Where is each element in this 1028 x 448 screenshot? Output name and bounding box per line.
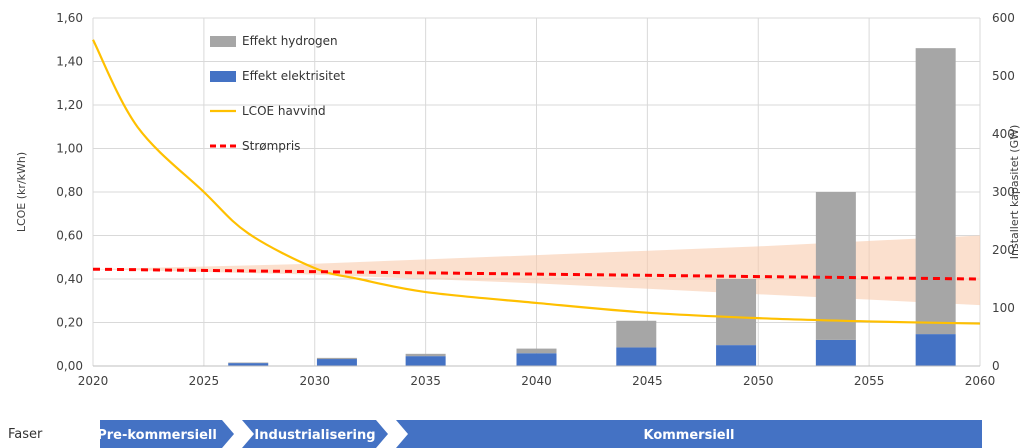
- y-tick-label: 1,20: [56, 98, 83, 112]
- bar-elektrisitet: [516, 353, 557, 366]
- bar-elektrisitet: [915, 334, 956, 366]
- axes: 0,00 0,20 0,40 0,60 0,80 1,00 1,20 1,40 1,60 0 100…: [15, 11, 1021, 388]
- y-axis-title: LCOE (kr/kWh): [15, 152, 28, 232]
- y2-tick-label: 600: [992, 11, 1015, 25]
- grid: [92, 17, 981, 367]
- y-tick-label: 0,20: [56, 316, 83, 330]
- y-tick-label: 0,80: [56, 185, 83, 199]
- phase-chevron: [396, 420, 982, 448]
- legend-label-lcoe: LCOE havvind: [242, 104, 326, 118]
- y-tick-label: 0,60: [56, 229, 83, 243]
- y-tick-label: 0,40: [56, 272, 83, 286]
- x-tick-label: 2040: [521, 374, 552, 388]
- x-tick-label: 2030: [299, 374, 330, 388]
- y2-tick-label: 300: [992, 185, 1015, 199]
- y2-tick-label: 0: [992, 359, 1000, 373]
- legend-label-hydrogen: Effekt hydrogen: [242, 34, 338, 48]
- strompris-band-area: [93, 235, 980, 306]
- y-tick-label: 1,60: [56, 11, 83, 25]
- y2-tick-label: 400: [992, 127, 1015, 141]
- y-tick-label: 0,00: [56, 359, 83, 373]
- y2-axis-title: Installert kapasitet (GW): [1008, 125, 1021, 260]
- x-tick-label: 2035: [410, 374, 441, 388]
- phase-chevron: [242, 420, 388, 448]
- bar-elektrisitet: [405, 356, 446, 366]
- phases: Faser Pre-kommersiell Industrialisering Kom…: [8, 420, 982, 448]
- legend-label-strompris: Strømpris: [242, 139, 300, 153]
- legend-swatch-hydrogen: [210, 36, 236, 47]
- bar-hydrogen: [815, 192, 856, 340]
- strompris-band: [93, 235, 980, 306]
- phase-label: Pre-kommersiell: [97, 428, 217, 443]
- x-tick-label: 2025: [189, 374, 220, 388]
- legend: Effekt hydrogen Effekt elektrisitet LCOE h…: [210, 34, 345, 153]
- bar-hydrogen: [716, 279, 757, 346]
- y-tick-label: 1,40: [56, 55, 83, 69]
- bar-hydrogen: [915, 48, 956, 335]
- phase-label: Industrialisering: [254, 428, 375, 443]
- legend-swatch-elektrisitet: [210, 71, 236, 82]
- phases-label: Faser: [8, 427, 43, 442]
- y2-tick-label: 500: [992, 69, 1015, 83]
- strompris-line: [92, 267, 981, 281]
- bar-hydrogen: [516, 348, 557, 354]
- y-tick-label: 1,00: [56, 142, 83, 156]
- bar-elektrisitet: [228, 363, 269, 366]
- y2-tick-label: 100: [992, 301, 1015, 315]
- bars: [228, 48, 956, 366]
- x-tick-label: 2050: [743, 374, 774, 388]
- phase-label: Kommersiell: [643, 428, 734, 443]
- x-tick-label: 2055: [854, 374, 885, 388]
- x-tick-label: 2060: [965, 374, 996, 388]
- bar-hydrogen: [228, 362, 269, 364]
- bar-elektrisitet: [316, 359, 357, 366]
- x-tick-label: 2045: [632, 374, 663, 388]
- legend-label-elektrisitet: Effekt elektrisitet: [242, 69, 345, 83]
- y2-tick-label: 200: [992, 243, 1015, 257]
- bar-hydrogen: [316, 357, 357, 360]
- phase-chevron: [100, 420, 234, 448]
- bar-elektrisitet: [716, 345, 757, 366]
- lines: [92, 39, 981, 325]
- lcoe-line: [92, 39, 981, 325]
- x-tick-label: 2020: [78, 374, 109, 388]
- bar-hydrogen: [616, 320, 657, 348]
- bar-elektrisitet: [616, 347, 657, 366]
- bar-hydrogen: [405, 353, 446, 357]
- bar-elektrisitet: [815, 339, 856, 366]
